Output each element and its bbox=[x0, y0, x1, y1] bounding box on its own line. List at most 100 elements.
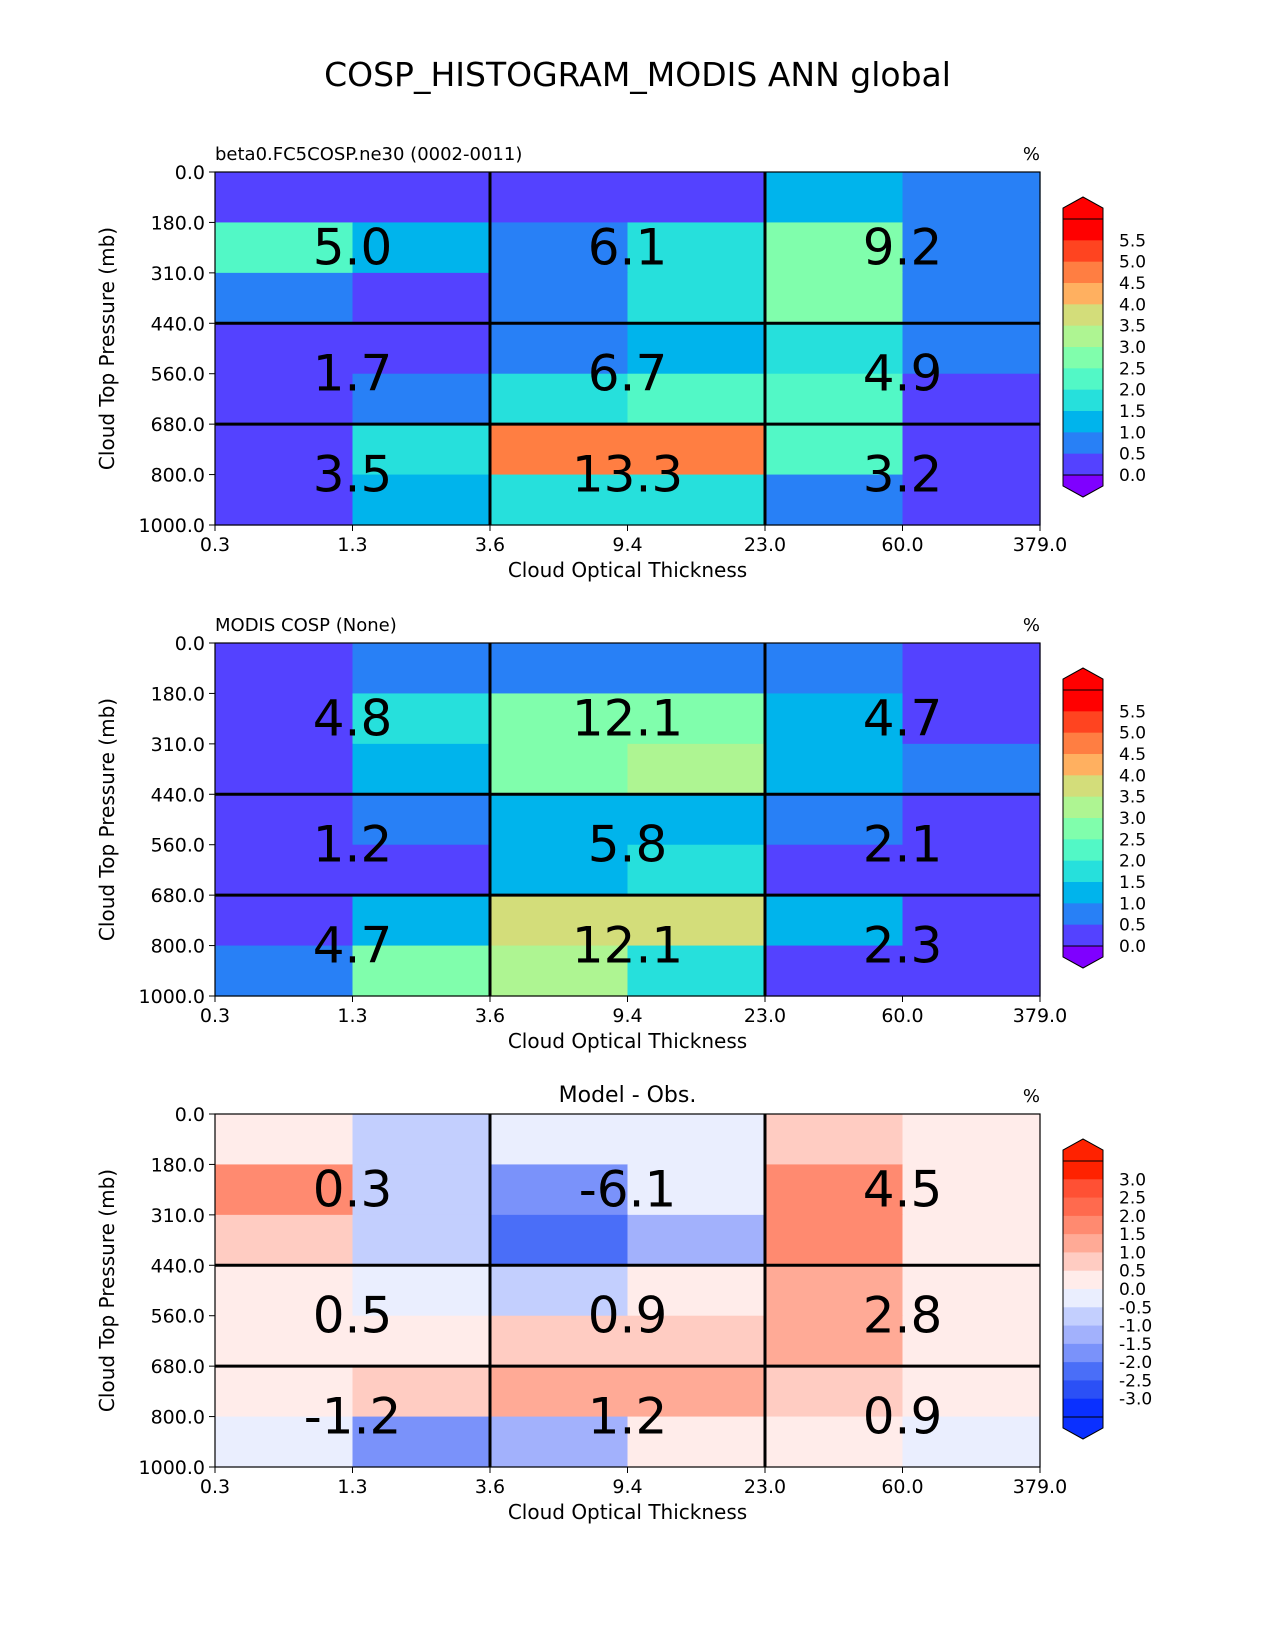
block-value-label: 4.9 bbox=[863, 345, 943, 403]
colorbar-tick-label: -1.5 bbox=[1119, 1335, 1152, 1355]
colorbar-tick-label: 3.5 bbox=[1119, 788, 1146, 808]
x-axis-label: Cloud Optical Thickness bbox=[508, 558, 747, 582]
heatmap-cell bbox=[490, 743, 629, 795]
heatmap-cell bbox=[352, 643, 491, 695]
panel-units-label: % bbox=[1023, 144, 1040, 165]
block-value-label: 12.1 bbox=[572, 690, 683, 748]
panel-left-title: beta0.FC5COSP.ne30 (0002-0011) bbox=[215, 144, 522, 165]
colorbar-tick-label: 5.0 bbox=[1119, 724, 1146, 744]
colorbar-swatch bbox=[1063, 1234, 1103, 1253]
colorbar-swatch bbox=[1063, 1398, 1103, 1418]
colorbar-swatch bbox=[1063, 924, 1103, 947]
block-value-label: 6.1 bbox=[588, 219, 668, 277]
x-tick-label: 9.4 bbox=[612, 534, 642, 556]
colorbar-max-extension bbox=[1062, 1138, 1104, 1162]
heatmap-cell bbox=[352, 323, 491, 375]
heatmap-cell bbox=[215, 1416, 354, 1468]
colorbar-swatch bbox=[1063, 453, 1103, 476]
heatmap-cell bbox=[902, 373, 1041, 425]
colorbar-tick-label: 2.0 bbox=[1119, 381, 1146, 401]
colorbar-swatch bbox=[1063, 1161, 1103, 1180]
y-tick-label: 310.0 bbox=[151, 1205, 205, 1227]
heatmap-cell bbox=[765, 1366, 904, 1418]
heatmap-cell bbox=[765, 844, 904, 896]
heatmap-cell bbox=[215, 1265, 354, 1317]
y-tick-label: 560.0 bbox=[151, 835, 205, 857]
y-tick-label: 0.0 bbox=[175, 633, 205, 655]
heatmap-cell bbox=[215, 1164, 354, 1216]
heatmap-cell bbox=[215, 1214, 354, 1266]
heatmap-cell bbox=[902, 1114, 1041, 1166]
heatmap-cell bbox=[902, 272, 1041, 324]
block-value-label: 0.5 bbox=[313, 1287, 393, 1345]
heatmap-cell bbox=[490, 424, 629, 476]
x-tick-label: 379.0 bbox=[1013, 1005, 1067, 1027]
colorbar-swatch bbox=[1063, 1197, 1103, 1217]
heatmap-cell bbox=[490, 643, 629, 695]
y-tick-label: 1000.0 bbox=[139, 515, 205, 537]
heatmap-cell bbox=[215, 844, 354, 896]
colorbar-tick-label: 1.5 bbox=[1119, 402, 1146, 422]
heatmap-cell bbox=[765, 424, 904, 476]
y-axis-label: Cloud Top Pressure (mb) bbox=[95, 1169, 119, 1412]
heatmap-cell bbox=[627, 895, 766, 947]
heatmap-cell bbox=[902, 794, 1041, 846]
colorbar-tick-label: 2.0 bbox=[1119, 1207, 1146, 1227]
y-tick-label: 560.0 bbox=[151, 364, 205, 386]
colorbar-tick-label: -0.5 bbox=[1119, 1298, 1152, 1318]
colorbar-tick-label: 5.5 bbox=[1119, 702, 1146, 722]
colorbar-tick-label: 0.0 bbox=[1119, 937, 1146, 957]
colorbar-tick-label: 2.5 bbox=[1119, 1189, 1146, 1209]
colorbar-tick-label: 0.5 bbox=[1119, 916, 1146, 936]
colorbar-swatch bbox=[1063, 1270, 1103, 1290]
y-tick-label: 440.0 bbox=[151, 313, 205, 335]
colorbar-swatch bbox=[1063, 1289, 1103, 1308]
block-value-label: 6.7 bbox=[588, 345, 668, 403]
x-tick-label: 0.3 bbox=[200, 534, 230, 556]
block-value-label: 0.9 bbox=[863, 1388, 943, 1446]
y-axis-label: Cloud Top Pressure (mb) bbox=[95, 227, 119, 470]
block-value-label: 3.2 bbox=[863, 446, 943, 504]
colorbar-swatch bbox=[1063, 432, 1103, 455]
y-tick-label: 560.0 bbox=[151, 1306, 205, 1328]
heatmap-cell bbox=[490, 272, 629, 324]
heatmap-cell bbox=[352, 1366, 491, 1418]
colorbar-frame bbox=[1062, 218, 1104, 476]
heatmap-cell bbox=[215, 743, 354, 795]
colorbar-swatch bbox=[1063, 882, 1103, 904]
x-tick-label: 9.4 bbox=[612, 1476, 642, 1498]
colorbar-swatch bbox=[1063, 325, 1103, 348]
heatmap-cell bbox=[352, 895, 491, 947]
heatmap-cell bbox=[765, 743, 904, 795]
x-tick-label: 60.0 bbox=[881, 1005, 923, 1027]
page-title: COSP_HISTOGRAM_MODIS ANN global bbox=[324, 55, 951, 94]
colorbar-tick-label: 1.0 bbox=[1119, 423, 1146, 443]
colorbar-swatch bbox=[1063, 903, 1103, 926]
colorbar-tick-label: 0.0 bbox=[1119, 1280, 1146, 1300]
heatmap-cell bbox=[490, 693, 629, 745]
colorbar-frame bbox=[1062, 1160, 1104, 1418]
heatmap-cell bbox=[490, 1366, 629, 1418]
block-value-label: 3.5 bbox=[313, 446, 393, 504]
x-tick-label: 379.0 bbox=[1013, 1476, 1067, 1498]
heatmap-cell bbox=[627, 1265, 766, 1317]
colorbar-tick-label: 3.5 bbox=[1119, 317, 1146, 337]
heatmap-cell bbox=[902, 1164, 1041, 1216]
colorbar-frame bbox=[1062, 689, 1104, 947]
heatmap-cell bbox=[352, 1164, 491, 1216]
heatmap-cell bbox=[627, 1214, 766, 1266]
heatmap-cell bbox=[902, 1214, 1041, 1266]
heatmap-cell bbox=[627, 474, 766, 526]
colorbar-tick-label: 1.0 bbox=[1119, 894, 1146, 914]
heatmap-cell bbox=[215, 272, 354, 324]
heatmap-cell bbox=[765, 323, 904, 375]
heatmap-cell bbox=[627, 794, 766, 846]
colorbar-swatch bbox=[1063, 690, 1103, 712]
block-value-label: 2.3 bbox=[863, 917, 943, 975]
colorbar-swatch bbox=[1063, 839, 1103, 862]
heatmap-cell bbox=[215, 643, 354, 695]
colorbar-tick-label: 3.0 bbox=[1119, 338, 1146, 358]
block-value-label: 5.0 bbox=[313, 219, 393, 277]
colorbar-swatch bbox=[1063, 860, 1103, 883]
